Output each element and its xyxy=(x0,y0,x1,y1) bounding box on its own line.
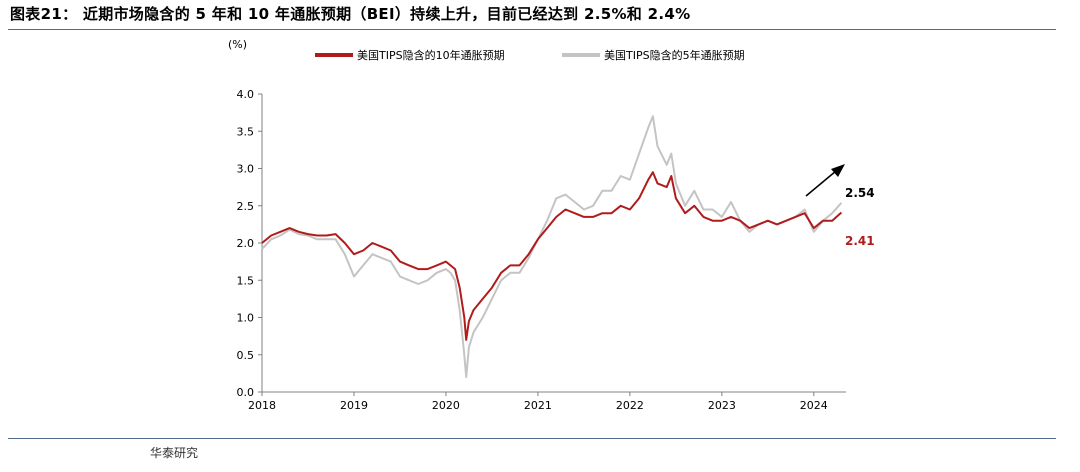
y-axis-unit-label: (%) xyxy=(228,38,247,51)
y-tick-label: 1.5 xyxy=(237,274,255,287)
annotation-10y-value: 2.41 xyxy=(845,234,875,248)
legend-label-10y: 美国TIPS隐含的10年通胀预期 xyxy=(357,48,505,62)
y-tick-labels: 0.0 0.5 1.0 1.5 2.0 2.5 3.0 3.5 4.0 xyxy=(237,88,255,399)
x-tick-label: 2020 xyxy=(432,399,460,412)
x-tick-label: 2018 xyxy=(248,399,276,412)
x-tick-labels: 2018 2019 2020 2021 2022 2023 2024 xyxy=(248,399,828,412)
x-tick-label: 2024 xyxy=(800,399,828,412)
y-tick-label: 1.0 xyxy=(237,312,255,325)
line-chart: (%) 美国TIPS隐含的10年通胀预期 美国TIPS隐含的5年通胀预期 0.0… xyxy=(228,38,875,412)
chart-title: 图表21： 近期市场隐含的 5 年和 10 年通胀预期（BEI）持续上升，目前已… xyxy=(10,5,691,23)
y-tick-label: 2.0 xyxy=(237,237,255,250)
bottom-divider xyxy=(8,438,1056,439)
y-tick-label: 3.5 xyxy=(237,125,255,138)
x-tick-label: 2019 xyxy=(340,399,368,412)
series-lines xyxy=(261,115,843,379)
annotation-5y-value: 2.54 xyxy=(845,186,875,200)
series-line-10y xyxy=(261,171,843,341)
source-note: 华泰研究 xyxy=(150,446,199,460)
y-tick-label: 0.5 xyxy=(237,349,255,362)
x-tick-label: 2021 xyxy=(524,399,552,412)
trend-arrow-shaft xyxy=(805,170,837,197)
axes xyxy=(258,93,846,396)
trend-arrow xyxy=(805,164,845,197)
y-tick-label: 2.5 xyxy=(237,200,255,213)
legend-label-5y: 美国TIPS隐含的5年通胀预期 xyxy=(604,48,745,62)
trend-arrow-head xyxy=(831,164,845,177)
y-tick-label: 3.0 xyxy=(237,163,255,176)
series-line-5y xyxy=(261,115,843,379)
legend: 美国TIPS隐含的10年通胀预期 美国TIPS隐含的5年通胀预期 xyxy=(315,48,745,62)
x-tick-label: 2023 xyxy=(708,399,736,412)
top-divider xyxy=(8,29,1056,30)
x-tick-label: 2022 xyxy=(616,399,644,412)
y-tick-label: 4.0 xyxy=(237,88,255,101)
y-tick-label: 0.0 xyxy=(237,386,255,399)
